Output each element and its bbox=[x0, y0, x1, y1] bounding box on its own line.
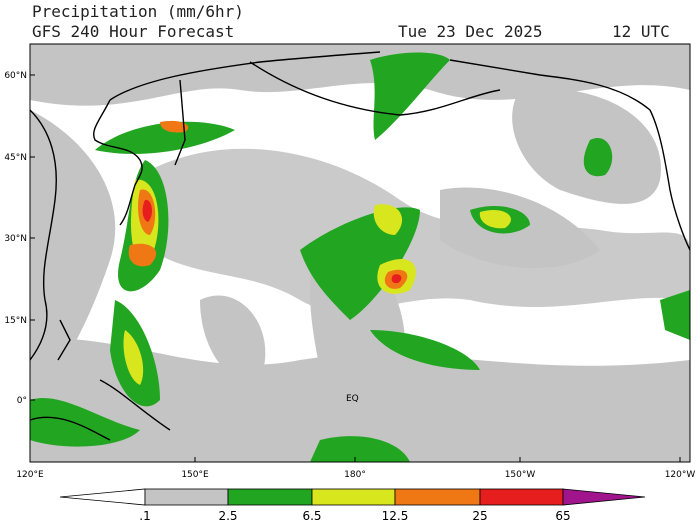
legend-label: 12.5 bbox=[382, 509, 409, 523]
lon-label: 180° bbox=[344, 470, 366, 480]
legend-label: 25 bbox=[472, 509, 487, 523]
lat-label: 30°N bbox=[4, 234, 27, 244]
legend-label: 6.5 bbox=[302, 509, 321, 523]
lon-label: 150°E bbox=[181, 470, 209, 480]
subtitle: GFS 240 Hour Forecast bbox=[32, 22, 234, 41]
title: Precipitation (mm/6hr) bbox=[32, 2, 244, 21]
legend-label: 2.5 bbox=[218, 509, 237, 523]
legend-label: .1 bbox=[139, 509, 150, 523]
equator-label: EQ bbox=[346, 394, 359, 404]
lon-label: 120°W bbox=[665, 470, 696, 480]
lon-label: 150°W bbox=[505, 470, 536, 480]
colorbar bbox=[59, 488, 646, 506]
time: 12 UTC bbox=[612, 22, 670, 41]
map-frame bbox=[29, 43, 691, 463]
lat-label: 15°N bbox=[4, 316, 27, 326]
lon-label: 120°E bbox=[16, 470, 44, 480]
lat-label: 60°N bbox=[4, 71, 27, 81]
lat-label: 0° bbox=[17, 396, 27, 406]
precip-field bbox=[30, 44, 690, 462]
legend-label: 65 bbox=[555, 509, 570, 523]
date: Tue 23 Dec 2025 bbox=[398, 22, 543, 41]
coastlines bbox=[29, 51, 691, 441]
lat-label: 45°N bbox=[4, 153, 27, 163]
